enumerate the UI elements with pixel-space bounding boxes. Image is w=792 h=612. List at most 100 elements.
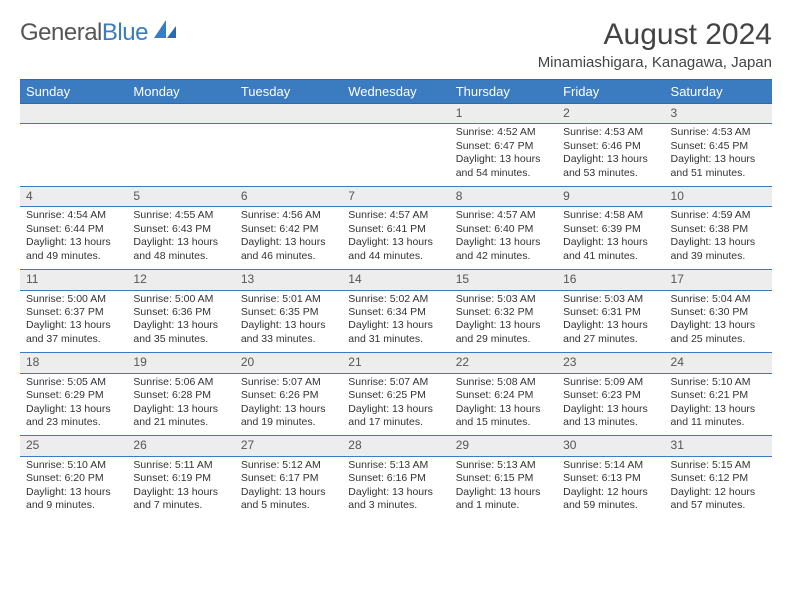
calendar-table: Sunday Monday Tuesday Wednesday Thursday… — [20, 79, 772, 519]
day-info-line: Daylight: 13 hours — [563, 319, 658, 332]
day-info-line: and 59 minutes. — [563, 499, 658, 512]
day-info-line: Sunset: 6:46 PM — [563, 140, 658, 153]
day-number-cell: 28 — [342, 436, 449, 456]
day-number-cell: 25 — [20, 436, 127, 456]
day-info-line: Sunset: 6:41 PM — [348, 223, 443, 236]
day-info-line: and 7 minutes. — [133, 499, 228, 512]
day-number-cell: 10 — [665, 187, 772, 207]
day-number-cell: 3 — [665, 104, 772, 124]
day-number-row: 45678910 — [20, 187, 772, 207]
day-info-line: Daylight: 13 hours — [133, 236, 228, 249]
day-info-line: Sunset: 6:42 PM — [241, 223, 336, 236]
day-info-line: Daylight: 13 hours — [241, 236, 336, 249]
day-info-line: Daylight: 13 hours — [456, 153, 551, 166]
day-info-line: Sunrise: 5:10 AM — [671, 376, 766, 389]
day-number-cell: 8 — [450, 187, 557, 207]
day-info-line: Sunset: 6:13 PM — [563, 472, 658, 485]
day-info-line: Sunrise: 5:03 AM — [456, 293, 551, 306]
day-info-line: Daylight: 13 hours — [26, 486, 121, 499]
day-number-cell — [20, 104, 127, 124]
day-info-line: Sunrise: 4:57 AM — [348, 209, 443, 222]
day-info-line: Sunrise: 5:06 AM — [133, 376, 228, 389]
day-info-line: Sunset: 6:31 PM — [563, 306, 658, 319]
day-body-cell: Sunrise: 4:55 AMSunset: 6:43 PMDaylight:… — [127, 207, 234, 270]
weekday-header: Saturday — [665, 80, 772, 104]
day-body-cell: Sunrise: 5:04 AMSunset: 6:30 PMDaylight:… — [665, 290, 772, 353]
day-info-line: Sunset: 6:38 PM — [671, 223, 766, 236]
day-body-cell: Sunrise: 5:10 AMSunset: 6:21 PMDaylight:… — [665, 373, 772, 436]
day-info-line: Sunrise: 5:07 AM — [241, 376, 336, 389]
weekday-header: Tuesday — [235, 80, 342, 104]
day-info-line: Sunrise: 5:03 AM — [563, 293, 658, 306]
day-info-line: and 37 minutes. — [26, 333, 121, 346]
day-body-row: Sunrise: 4:52 AMSunset: 6:47 PMDaylight:… — [20, 124, 772, 187]
day-body-cell: Sunrise: 4:59 AMSunset: 6:38 PMDaylight:… — [665, 207, 772, 270]
day-info-line: Sunset: 6:30 PM — [671, 306, 766, 319]
day-info-line: Daylight: 13 hours — [133, 403, 228, 416]
day-info-line: Daylight: 13 hours — [133, 486, 228, 499]
day-body-cell: Sunrise: 5:08 AMSunset: 6:24 PMDaylight:… — [450, 373, 557, 436]
day-number-cell: 29 — [450, 436, 557, 456]
day-info-line: Daylight: 13 hours — [348, 486, 443, 499]
day-info-line: Sunset: 6:20 PM — [26, 472, 121, 485]
day-body-cell: Sunrise: 5:12 AMSunset: 6:17 PMDaylight:… — [235, 456, 342, 518]
day-info-line: Sunrise: 5:12 AM — [241, 459, 336, 472]
weekday-header: Wednesday — [342, 80, 449, 104]
day-number-cell: 17 — [665, 270, 772, 290]
day-body-cell: Sunrise: 4:53 AMSunset: 6:46 PMDaylight:… — [557, 124, 664, 187]
day-info-line: Sunrise: 4:56 AM — [241, 209, 336, 222]
day-info-line: Daylight: 13 hours — [671, 403, 766, 416]
day-info-line: Sunrise: 5:10 AM — [26, 459, 121, 472]
day-number-cell: 15 — [450, 270, 557, 290]
day-number-cell: 19 — [127, 353, 234, 373]
day-body-cell: Sunrise: 4:56 AMSunset: 6:42 PMDaylight:… — [235, 207, 342, 270]
day-info-line: Daylight: 13 hours — [671, 319, 766, 332]
day-info-line: Sunset: 6:47 PM — [456, 140, 551, 153]
day-info-line: Daylight: 13 hours — [671, 153, 766, 166]
day-info-line: Daylight: 13 hours — [133, 319, 228, 332]
day-body-row: Sunrise: 4:54 AMSunset: 6:44 PMDaylight:… — [20, 207, 772, 270]
day-info-line: Sunrise: 5:02 AM — [348, 293, 443, 306]
day-body-cell: Sunrise: 5:07 AMSunset: 6:25 PMDaylight:… — [342, 373, 449, 436]
day-info-line: Sunrise: 4:59 AM — [671, 209, 766, 222]
day-info-line: Daylight: 13 hours — [348, 403, 443, 416]
day-info-line: and 19 minutes. — [241, 416, 336, 429]
day-info-line: and 25 minutes. — [671, 333, 766, 346]
day-info-line: Sunset: 6:45 PM — [671, 140, 766, 153]
day-number-row: 123 — [20, 104, 772, 124]
day-info-line: Daylight: 12 hours — [563, 486, 658, 499]
day-number-row: 18192021222324 — [20, 353, 772, 373]
day-info-line: Sunrise: 5:00 AM — [26, 293, 121, 306]
day-info-line: Sunset: 6:37 PM — [26, 306, 121, 319]
day-info-line: Sunrise: 5:00 AM — [133, 293, 228, 306]
day-info-line: and 41 minutes. — [563, 250, 658, 263]
day-info-line: Daylight: 13 hours — [26, 236, 121, 249]
day-info-line: Sunset: 6:34 PM — [348, 306, 443, 319]
day-info-line: Sunrise: 4:54 AM — [26, 209, 121, 222]
day-body-cell — [342, 124, 449, 187]
day-body-cell: Sunrise: 4:58 AMSunset: 6:39 PMDaylight:… — [557, 207, 664, 270]
day-number-cell: 24 — [665, 353, 772, 373]
weekday-header: Thursday — [450, 80, 557, 104]
day-body-cell: Sunrise: 4:54 AMSunset: 6:44 PMDaylight:… — [20, 207, 127, 270]
day-number-cell — [127, 104, 234, 124]
day-body-cell: Sunrise: 5:06 AMSunset: 6:28 PMDaylight:… — [127, 373, 234, 436]
day-body-row: Sunrise: 5:10 AMSunset: 6:20 PMDaylight:… — [20, 456, 772, 518]
day-info-line: and 3 minutes. — [348, 499, 443, 512]
day-body-cell: Sunrise: 4:57 AMSunset: 6:40 PMDaylight:… — [450, 207, 557, 270]
day-info-line: and 17 minutes. — [348, 416, 443, 429]
day-number-cell: 5 — [127, 187, 234, 207]
weekday-header: Monday — [127, 80, 234, 104]
day-info-line: Sunrise: 5:15 AM — [671, 459, 766, 472]
day-info-line: Daylight: 13 hours — [456, 319, 551, 332]
location: Minamiashigara, Kanagawa, Japan — [538, 54, 772, 71]
day-number-cell: 11 — [20, 270, 127, 290]
day-number-cell: 14 — [342, 270, 449, 290]
day-info-line: Sunset: 6:39 PM — [563, 223, 658, 236]
day-info-line: and 29 minutes. — [456, 333, 551, 346]
day-info-line: Sunrise: 5:08 AM — [456, 376, 551, 389]
day-info-line: Sunrise: 5:04 AM — [671, 293, 766, 306]
day-info-line: Sunrise: 4:55 AM — [133, 209, 228, 222]
day-number-row: 11121314151617 — [20, 270, 772, 290]
day-number-cell: 22 — [450, 353, 557, 373]
